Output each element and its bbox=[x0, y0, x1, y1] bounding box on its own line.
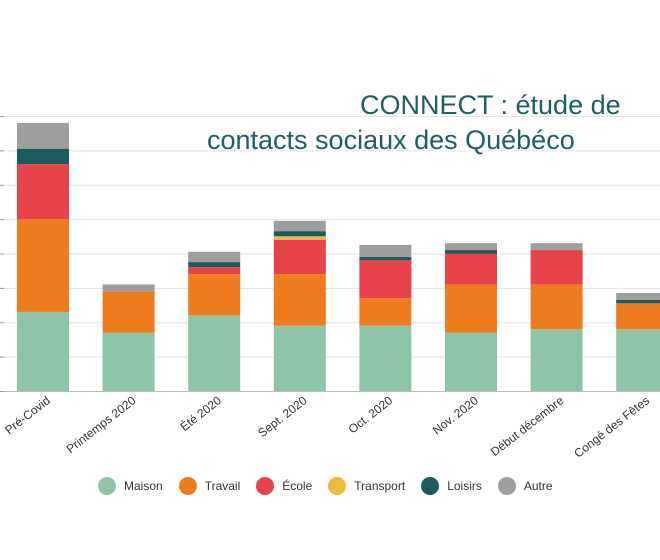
bar-segment-autre bbox=[616, 293, 660, 300]
x-tick-labels: Pré-Covid Printemps 2020 Été 2020 Sept. 202… bbox=[2, 392, 652, 460]
bar-segment-ecole bbox=[273, 239, 326, 275]
bar-segment-maison bbox=[17, 311, 69, 391]
bar-segment-autre bbox=[273, 220, 326, 232]
bar-segment-maison bbox=[616, 329, 660, 391]
bar-segment-loisirs bbox=[616, 299, 660, 304]
x-tick-label: Début décembre bbox=[488, 393, 567, 459]
bar-segment-travail bbox=[359, 298, 412, 326]
x-tick-label: Pré-Covid bbox=[2, 393, 53, 437]
bar-segment-travail bbox=[188, 274, 241, 316]
bar-segment-ecole bbox=[188, 267, 241, 275]
bar-segment-maison bbox=[188, 315, 241, 391]
x-tick-label: Été 2020 bbox=[177, 392, 224, 434]
legend-label: Transport bbox=[354, 479, 406, 493]
bar-segment-transport bbox=[273, 236, 326, 240]
bar-segment-loisirs bbox=[273, 231, 326, 237]
bar-segment-autre bbox=[445, 243, 497, 251]
legend-item[interactable]: Loisirs bbox=[421, 477, 482, 495]
bar-segment-ecole bbox=[530, 250, 583, 285]
x-tick-label: Oct. 2020 bbox=[346, 393, 396, 436]
legend-swatch bbox=[98, 477, 116, 495]
bars bbox=[17, 122, 660, 391]
bar-segment-maison bbox=[530, 329, 583, 391]
bar-segment-travail bbox=[530, 284, 583, 330]
bar-segment-autre bbox=[359, 244, 412, 257]
bar-segment-autre bbox=[102, 284, 155, 292]
bar-segment-maison bbox=[102, 332, 155, 391]
legend-item[interactable]: Autre bbox=[497, 477, 553, 495]
legend-swatch bbox=[178, 477, 197, 495]
legend-item[interactable]: École bbox=[256, 477, 312, 495]
x-tick-label: Congé des Fêtes bbox=[571, 393, 652, 460]
x-tick-label: Sept. 2020 bbox=[255, 393, 310, 440]
bar-segment-ecole bbox=[445, 253, 497, 285]
legend-label: École bbox=[282, 479, 313, 493]
bar-segment-autre bbox=[530, 243, 583, 251]
legend-swatch bbox=[421, 477, 440, 495]
bar-segment-travail bbox=[17, 219, 69, 312]
bar-segment-autre bbox=[188, 251, 241, 263]
bar-segment-loisirs bbox=[188, 262, 241, 268]
chart-title: CONNECT : étude de bbox=[360, 90, 621, 120]
bar-segment-maison bbox=[273, 325, 326, 391]
legend-item[interactable]: Maison bbox=[98, 477, 163, 495]
legend-swatch bbox=[328, 477, 347, 495]
legend-label: Autre bbox=[523, 479, 553, 493]
bar-segment-travail bbox=[445, 284, 497, 333]
bar-segment-ecole bbox=[17, 164, 69, 220]
legend-swatch bbox=[256, 477, 275, 495]
bar-segment-autre bbox=[17, 122, 69, 149]
bar-segment-ecole bbox=[359, 260, 412, 299]
chart-subtitle: contacts sociaux des Québéco bbox=[207, 125, 575, 155]
legend: Maison Travail École Transport Loisirs Autre bbox=[98, 477, 569, 495]
legend-item[interactable]: Travail bbox=[178, 477, 241, 495]
bar-segment-maison bbox=[445, 332, 497, 391]
bar-segment-maison bbox=[359, 325, 412, 391]
bar-segment-loisirs bbox=[359, 256, 412, 261]
x-tick-label: Nov. 2020 bbox=[430, 393, 481, 437]
bar-segment-travail bbox=[616, 303, 660, 330]
legend-swatch bbox=[497, 477, 516, 495]
bar-segment-travail bbox=[273, 274, 326, 326]
legend-label: Maison bbox=[124, 479, 163, 493]
bar-segment-loisirs bbox=[17, 148, 69, 165]
legend-label: Loisirs bbox=[447, 479, 482, 493]
bar-segment-travail bbox=[102, 291, 155, 333]
legend-item[interactable]: Transport bbox=[328, 477, 405, 495]
legend-label: Travail bbox=[204, 479, 241, 493]
bar-segment-loisirs bbox=[445, 250, 497, 254]
x-tick-label: Printemps 2020 bbox=[64, 393, 139, 456]
